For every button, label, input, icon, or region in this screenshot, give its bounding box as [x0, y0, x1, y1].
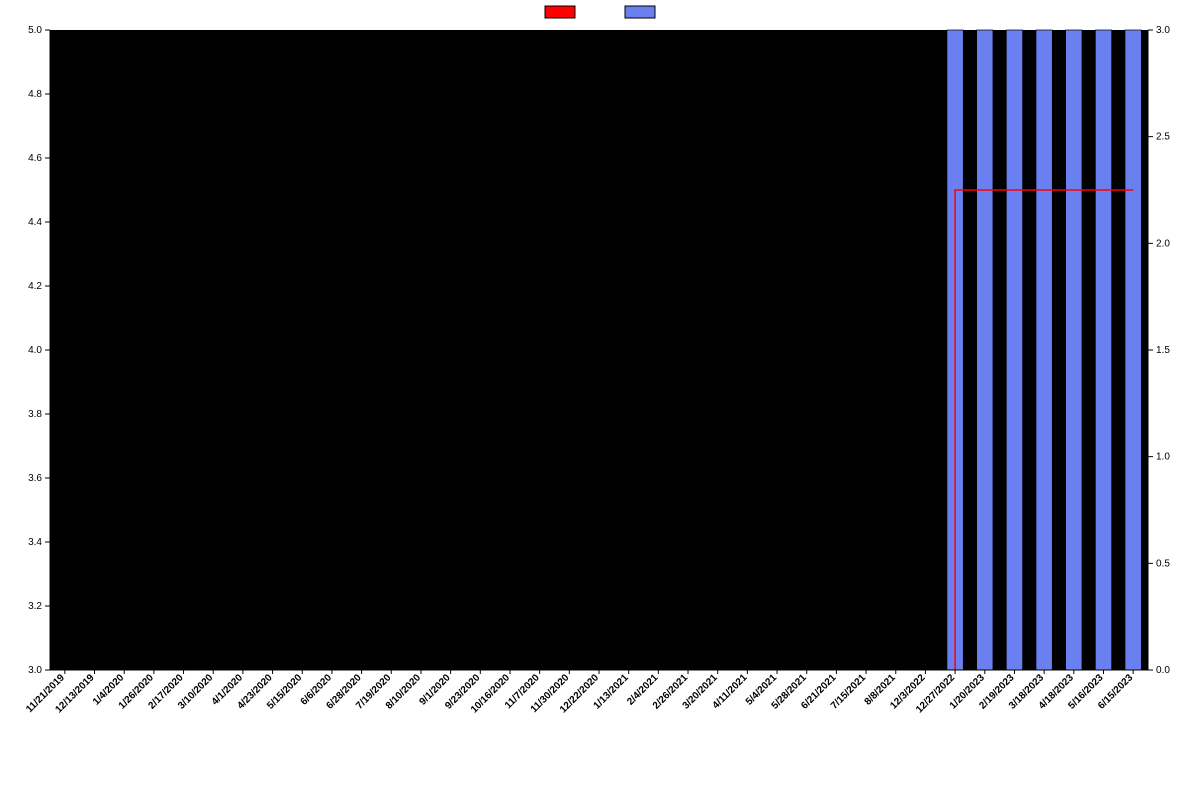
y-left-tick-label: 3.6 [28, 473, 42, 484]
y-left-tick-label: 4.8 [28, 89, 42, 100]
legend-swatch [545, 6, 575, 18]
y-left-tick-label: 4.4 [28, 217, 42, 228]
combo-chart: 3.0 3.2 3.4 3.6 3.8 4.0 4.2 4.4 4.6 4.8 5.0 0.0 0.5 1… [0, 0, 1200, 800]
y-left-tick-label: 4.6 [28, 153, 42, 164]
y-left-tick-label: 3.0 [28, 665, 42, 676]
y-right-tick-label: 2.0 [1156, 238, 1170, 249]
y-left-tick-label: 3.2 [28, 601, 42, 612]
y-left-tick-label: 4.0 [28, 345, 42, 356]
y-right-tick-label: 0.5 [1156, 558, 1170, 569]
y-left-tick-label: 3.4 [28, 537, 42, 548]
y-right-tick-label: 0.0 [1156, 665, 1170, 676]
bar [1066, 30, 1082, 670]
bar [1095, 30, 1111, 670]
y-right-tick-label: 2.5 [1156, 132, 1170, 143]
bar [1006, 30, 1022, 670]
y-right-tick-label: 1.0 [1156, 452, 1170, 463]
y-left-tick-label: 4.2 [28, 281, 42, 292]
bar [977, 30, 993, 670]
chart-container: 3.0 3.2 3.4 3.6 3.8 4.0 4.2 4.4 4.6 4.8 5.0 0.0 0.5 1… [0, 0, 1200, 800]
y-left-tick-label: 3.8 [28, 409, 42, 420]
y-right-tick-label: 3.0 [1156, 25, 1170, 36]
bar [1036, 30, 1052, 670]
bar [1125, 30, 1141, 670]
y-right-tick-label: 1.5 [1156, 345, 1170, 356]
y-left-tick-label: 5.0 [28, 25, 42, 36]
legend-swatch [625, 6, 655, 18]
